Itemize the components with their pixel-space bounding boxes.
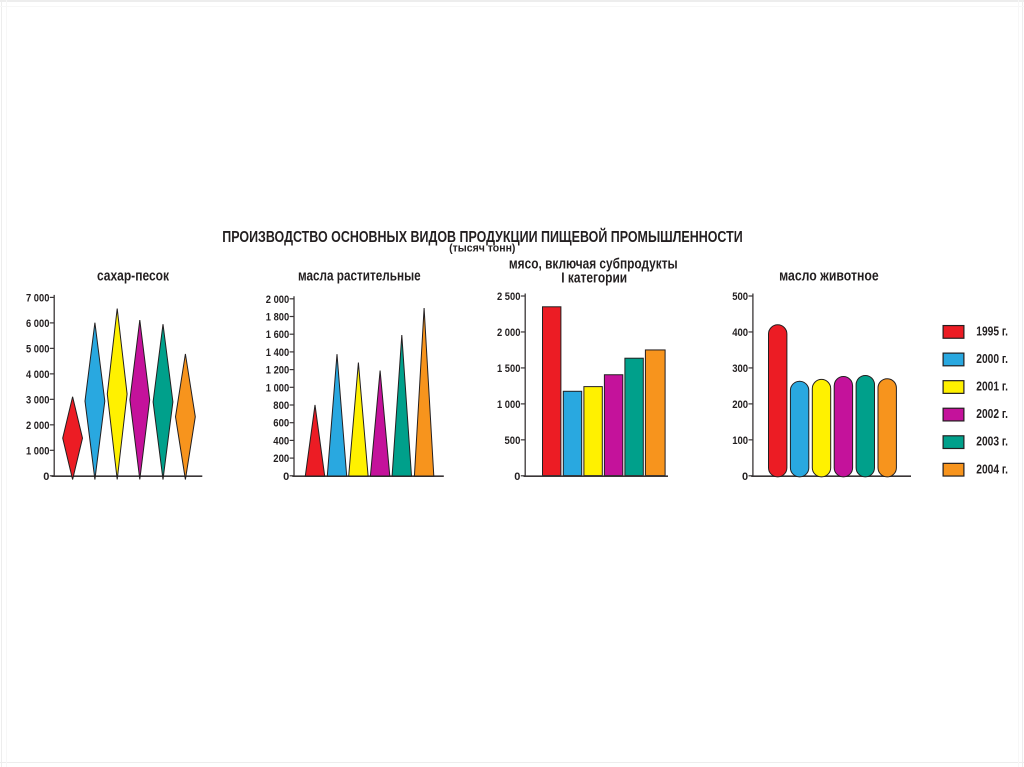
svg-text:мясо, включая субпродукты: мясо, включая субпродукты [509, 255, 678, 272]
svg-text:2 000: 2 000 [26, 420, 49, 432]
svg-text:2003 г.: 2003 г. [976, 434, 1008, 449]
svg-text:400: 400 [732, 327, 748, 339]
svg-text:0: 0 [742, 471, 748, 483]
svg-text:5 000: 5 000 [26, 343, 49, 355]
svg-text:2001 г.: 2001 г. [976, 379, 1008, 394]
svg-text:1 200: 1 200 [266, 365, 289, 377]
svg-text:200: 200 [273, 453, 289, 465]
svg-text:600: 600 [273, 418, 289, 430]
svg-text:1 500: 1 500 [497, 363, 520, 375]
svg-text:4 000: 4 000 [26, 369, 49, 381]
svg-text:сахар-песок: сахар-песок [97, 268, 169, 285]
svg-text:400: 400 [273, 435, 289, 447]
svg-text:масло животное: масло животное [779, 268, 879, 285]
svg-text:1995 г.: 1995 г. [976, 324, 1008, 339]
svg-text:2 500: 2 500 [497, 291, 520, 303]
svg-text:100: 100 [732, 435, 748, 447]
svg-text:2000 г.: 2000 г. [976, 351, 1008, 366]
svg-text:0: 0 [43, 471, 49, 483]
svg-text:(тысяч тонн): (тысяч тонн) [449, 243, 516, 255]
svg-text:500: 500 [732, 291, 748, 303]
svg-text:500: 500 [505, 435, 521, 447]
svg-text:1 000: 1 000 [26, 445, 49, 457]
svg-text:масла растительные: масла растительные [298, 268, 421, 285]
svg-text:6 000: 6 000 [26, 318, 49, 330]
svg-text:800: 800 [273, 400, 289, 412]
svg-text:7 000: 7 000 [26, 292, 49, 304]
svg-text:I категории: I категории [561, 269, 627, 286]
svg-text:2004 г.: 2004 г. [976, 461, 1008, 476]
svg-text:200: 200 [732, 399, 748, 411]
svg-text:ПРОИЗВОДСТВО ОСНОВНЫХ ВИДОВ ПР: ПРОИЗВОДСТВО ОСНОВНЫХ ВИДОВ ПРОДУКЦИИ ПИ… [222, 228, 742, 246]
svg-text:1 000: 1 000 [497, 399, 520, 411]
svg-text:1 800: 1 800 [266, 312, 289, 324]
svg-text:0: 0 [283, 471, 289, 483]
svg-text:2 000: 2 000 [266, 294, 289, 306]
svg-text:0: 0 [514, 471, 520, 483]
svg-text:2 000: 2 000 [497, 327, 520, 339]
svg-text:2002 г.: 2002 г. [976, 406, 1008, 421]
svg-text:1 600: 1 600 [266, 329, 289, 341]
svg-text:1 000: 1 000 [266, 382, 289, 394]
svg-text:1 400: 1 400 [266, 347, 289, 359]
svg-text:300: 300 [732, 363, 748, 375]
svg-text:3 000: 3 000 [26, 394, 49, 406]
